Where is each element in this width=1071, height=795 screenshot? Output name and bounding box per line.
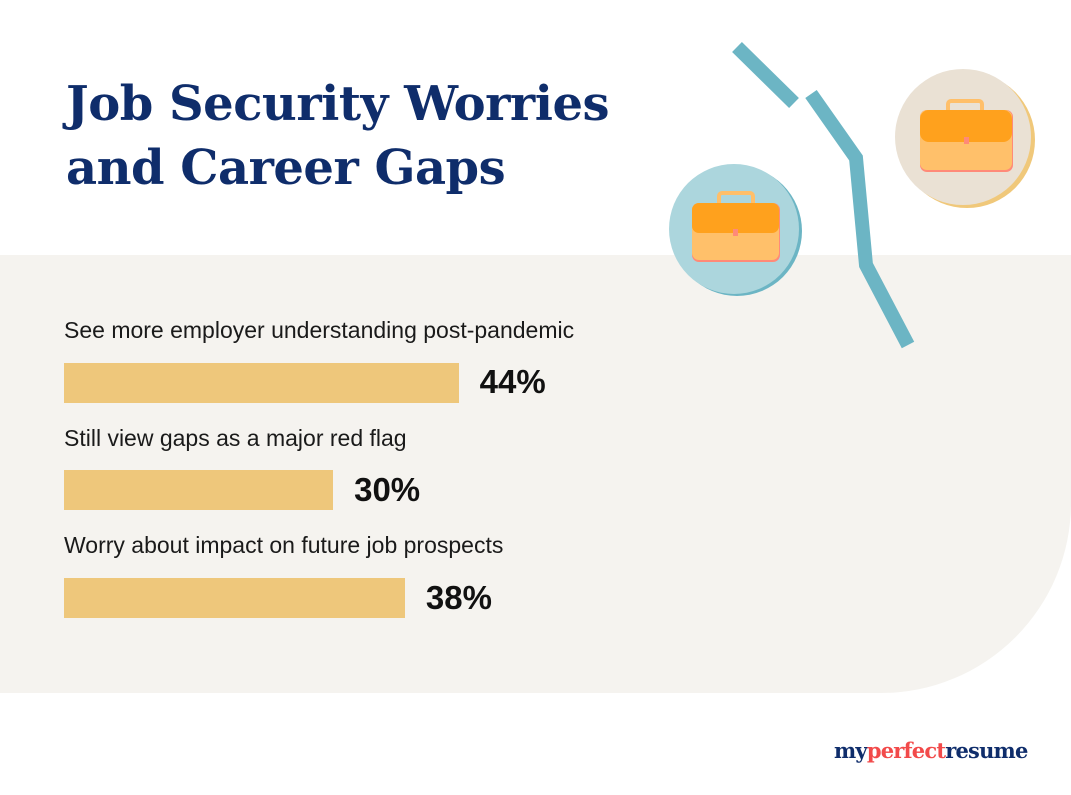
title-line-1: Job Security Worries [66,76,610,132]
brand-logo: myperfectresume [834,738,1028,763]
value-label: 38% [425,579,492,616]
crack-line-top [732,42,799,108]
category-label: Still view gaps as a major red flag [64,425,407,451]
crack-line-main [805,89,915,349]
logo-part: resume [945,738,1028,763]
category-label: See more employer understanding post-pan… [64,317,575,343]
briefcase-icon-right [895,69,1035,208]
bar [64,363,459,403]
decoration [669,42,1035,349]
value-label: 44% [479,363,546,400]
logo-part: my [834,738,868,763]
briefcase-icon-left [669,164,802,296]
value-label: 30% [354,471,421,508]
logo-part: perfect [866,738,946,763]
bar [64,578,405,618]
category-label: Worry about impact on future job prospec… [64,532,504,558]
title-line-2: and Career Gaps [66,140,506,196]
page-title: Job Security Worries and Career Gaps [66,72,610,200]
bar [64,470,334,510]
